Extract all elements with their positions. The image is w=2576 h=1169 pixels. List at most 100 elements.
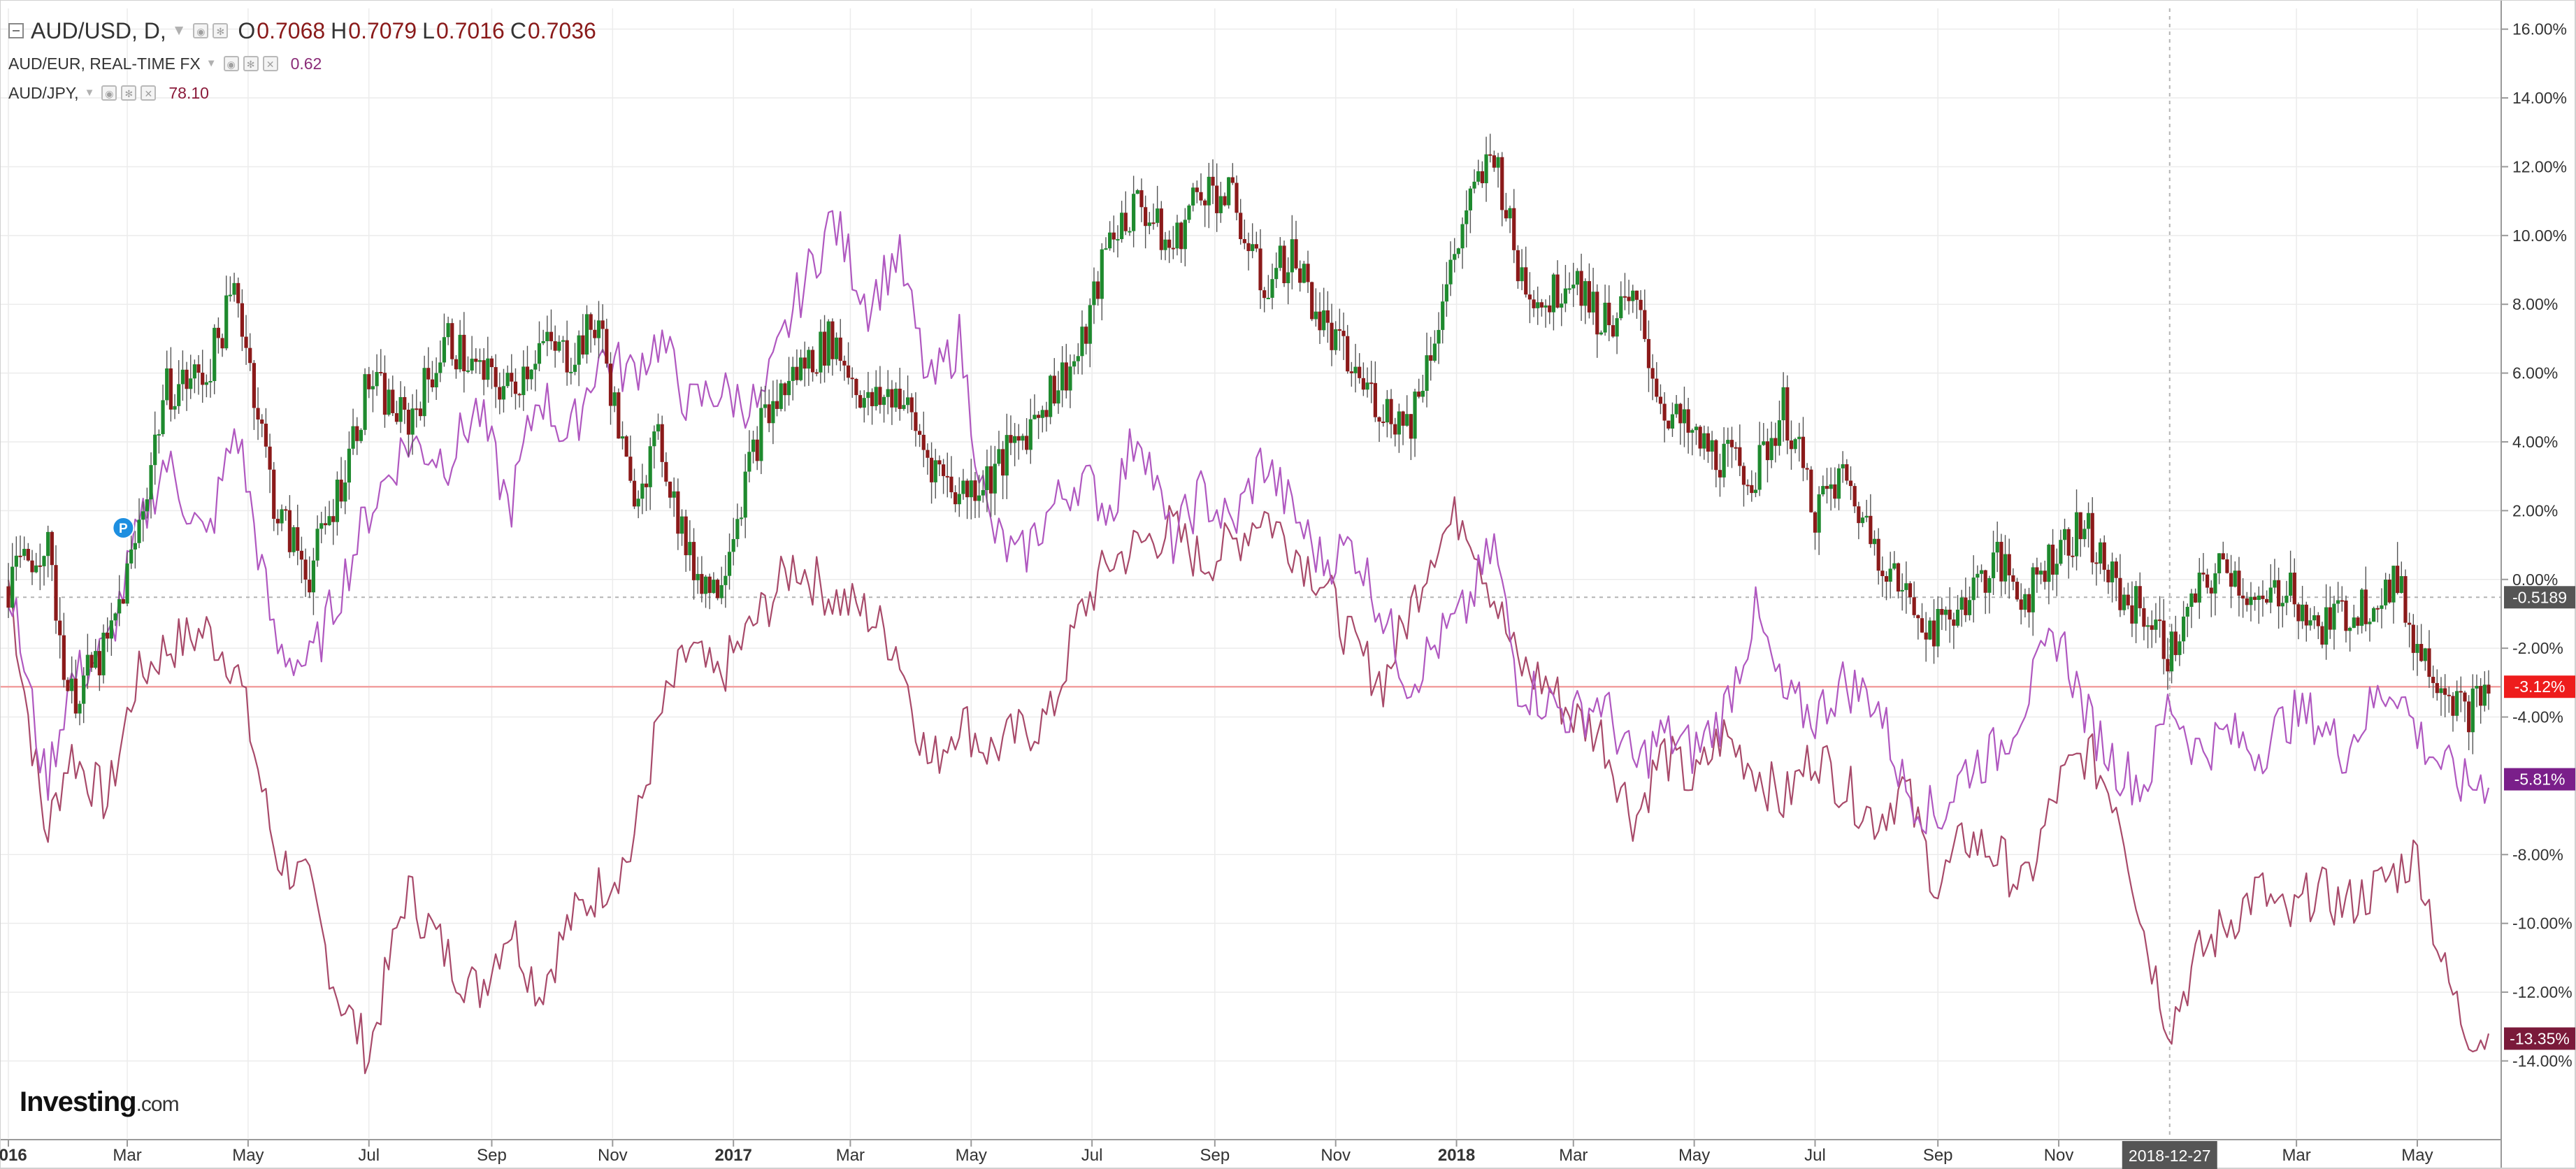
x-tick-label: Mar [836, 1146, 865, 1165]
candle-down [644, 483, 649, 487]
candle-up [1156, 208, 1160, 223]
candle-down [1896, 563, 1901, 592]
candle-up [2154, 619, 2158, 630]
gear-icon[interactable]: ✻ [213, 23, 229, 38]
candle-down [498, 387, 502, 400]
pin-icon[interactable] [112, 516, 135, 539]
candle-up [1092, 281, 1096, 306]
candle-up [763, 404, 768, 408]
candle-down [2479, 686, 2483, 706]
candle-up [1955, 610, 1960, 626]
collapse-icon[interactable] [8, 23, 24, 38]
logo-brand: Investing [20, 1086, 137, 1117]
candle-up [1334, 329, 1338, 350]
main-symbol[interactable]: AUD/USD, D, [31, 18, 166, 43]
compare-symbol-jpy[interactable]: AUD/JPY, [8, 83, 79, 102]
compare-symbol-eur[interactable]: AUD/EUR, REAL-TIME FX [8, 54, 201, 73]
candle-up [1274, 268, 1279, 280]
close-icon[interactable]: ✕ [141, 85, 157, 101]
candle-down [608, 364, 613, 406]
candle-down [858, 395, 863, 408]
candle-down [2130, 605, 2134, 624]
candle-down [691, 542, 696, 580]
candle-down [66, 680, 70, 691]
candle-up [1068, 366, 1072, 391]
candle-down [2265, 598, 2269, 603]
candle-up [1836, 468, 1841, 499]
candle-down [1358, 366, 1362, 378]
candle-up [640, 483, 645, 499]
candle-down [2118, 578, 2122, 610]
candle-up [2482, 684, 2487, 706]
candle-down [284, 509, 288, 511]
candle-up [1872, 538, 1877, 545]
candle-down [1532, 299, 1536, 308]
candle-down [287, 510, 292, 552]
visibility-icon[interactable]: ◉ [223, 56, 239, 71]
candle-up [101, 632, 106, 675]
candle-down [2050, 545, 2055, 575]
candle-up [1076, 356, 1080, 361]
candle-down [1504, 210, 1509, 219]
candle-down [1429, 355, 1433, 361]
crosshair-date-tag [2122, 1141, 2217, 1169]
close-value: 0.7036 [527, 18, 596, 43]
candle-up [2074, 512, 2079, 557]
candle-down [814, 372, 819, 374]
candle-down [2138, 586, 2142, 608]
y-tick-label: 4.00% [2512, 433, 2558, 451]
candle-down [1242, 238, 1246, 243]
candle-down [97, 651, 101, 675]
candle-down [331, 516, 336, 522]
candle-up [1353, 366, 1358, 373]
candle-down [2027, 594, 2031, 612]
candle-down [494, 367, 498, 387]
candle-up [458, 334, 462, 370]
candle-down [1983, 570, 1987, 593]
candle-up [1270, 279, 1274, 298]
candle-up [1674, 403, 1678, 415]
gear-icon[interactable]: ✻ [121, 85, 137, 101]
candle-up [2470, 688, 2475, 733]
candle-up [1971, 578, 1976, 601]
candle-down [2066, 529, 2071, 556]
candle-up [2439, 688, 2443, 694]
candle-up [2213, 573, 2217, 594]
candle-up [957, 494, 961, 505]
candle-down [2193, 593, 2198, 603]
candle-up [2134, 586, 2138, 624]
candle-up [1710, 440, 1714, 452]
candle-up [1420, 391, 1425, 397]
visibility-icon[interactable]: ◉ [101, 85, 117, 101]
candle-down [1627, 296, 1631, 301]
candle-down [303, 559, 308, 580]
candle-down [755, 439, 759, 461]
candle-down [1488, 154, 1492, 156]
x-tick-label: Mar [2282, 1146, 2310, 1165]
candle-up [834, 337, 839, 359]
close-icon[interactable]: ✕ [262, 56, 278, 71]
event-pin[interactable]: P [112, 516, 135, 539]
candle-down [937, 460, 942, 465]
candle-up [442, 337, 447, 363]
chevron-down-icon[interactable]: ▼ [206, 57, 217, 69]
candle-down [1527, 294, 1532, 300]
y-tick-label: 8.00% [2512, 295, 2558, 313]
candle-down [767, 404, 771, 424]
price-tags: -0.5189 -3.12% -5.81% -13.35% [2504, 586, 2575, 1050]
candle-up [1266, 297, 1270, 299]
candle-up [2391, 566, 2396, 603]
candle-up [370, 386, 375, 389]
gear-icon[interactable]: ✻ [243, 56, 259, 71]
chevron-down-icon[interactable]: ▼ [84, 86, 95, 99]
candle-down [54, 565, 58, 621]
x-tick-label: Nov [598, 1146, 628, 1165]
candle-up [1769, 438, 1773, 461]
candle-up [961, 480, 965, 494]
chevron-down-icon[interactable]: ▼ [171, 22, 187, 38]
candle-up [1560, 303, 1564, 308]
candle-up [1694, 426, 1699, 431]
candle-up [1631, 290, 1635, 301]
visibility-icon[interactable]: ◉ [193, 23, 209, 38]
